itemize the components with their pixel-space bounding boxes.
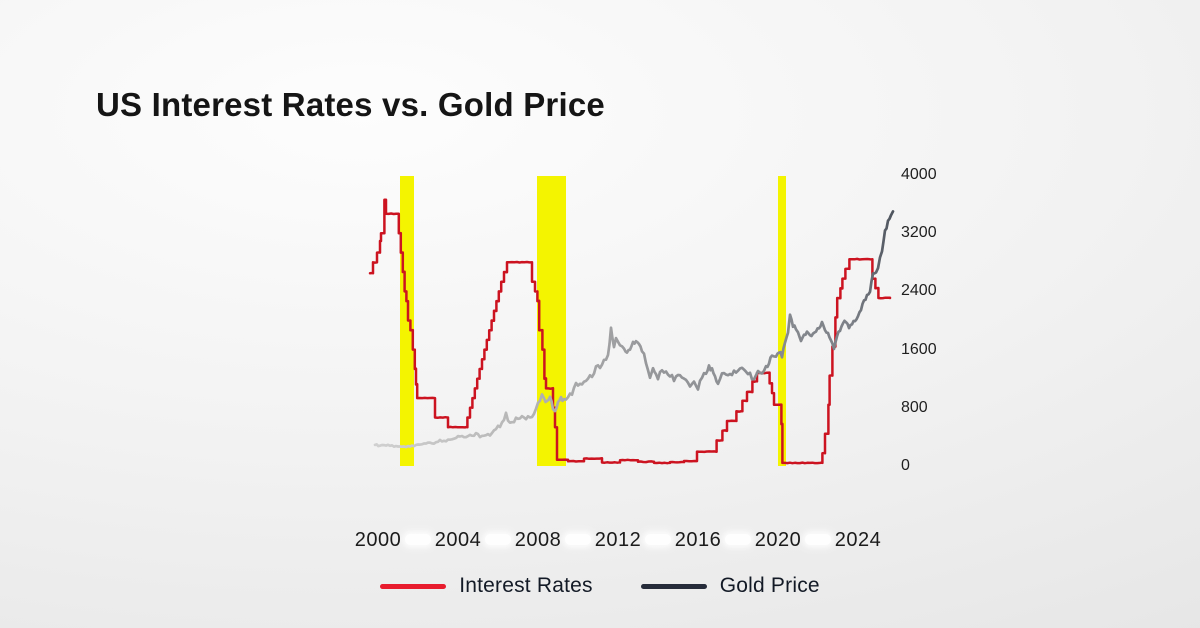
x-axis-label: 2012 (594, 529, 642, 551)
x-axis-label: 2000 (354, 529, 402, 551)
interest-rates-line (368, 198, 892, 465)
legend-swatch-interest-rates (380, 583, 447, 589)
x-axis-label: 2016 (674, 529, 722, 551)
y-axis-label: 3200 (901, 224, 937, 242)
legend-item-gold-price: Gold Price (640, 574, 820, 598)
y-axis-label: 4000 (901, 166, 937, 183)
x-axis-label: 2008 (514, 529, 562, 551)
x-axis-label: 2020 (754, 529, 802, 551)
y-axis-label: 0 (901, 457, 910, 474)
y-axis-label: 800 (901, 398, 928, 416)
legend-item-interest-rates: Interest Rates (380, 574, 593, 598)
chart-title: US Interest Rates vs. Gold Price (96, 86, 605, 123)
x-axis-strip (405, 534, 431, 545)
legend-label-gold-price: Gold Price (719, 574, 820, 597)
x-axis-strip (725, 534, 751, 545)
legend-label-interest-rates: Interest Rates (459, 574, 593, 597)
legend: Interest Rates Gold Price (0, 570, 1200, 602)
x-axis-label: 2024 (834, 529, 882, 551)
x-axis-strip (565, 534, 591, 545)
x-axis-strip (805, 534, 831, 545)
recession-band (778, 176, 786, 466)
y-axis-label: 1600 (901, 340, 937, 358)
recession-band (537, 176, 566, 466)
x-axis-strip (645, 534, 671, 545)
y-axis-label: 2400 (901, 282, 937, 300)
x-axis-strip (485, 534, 511, 545)
legend-swatch-gold-price (640, 583, 707, 589)
x-axis-label: 2004 (434, 529, 482, 551)
gold-price-line (373, 210, 895, 449)
